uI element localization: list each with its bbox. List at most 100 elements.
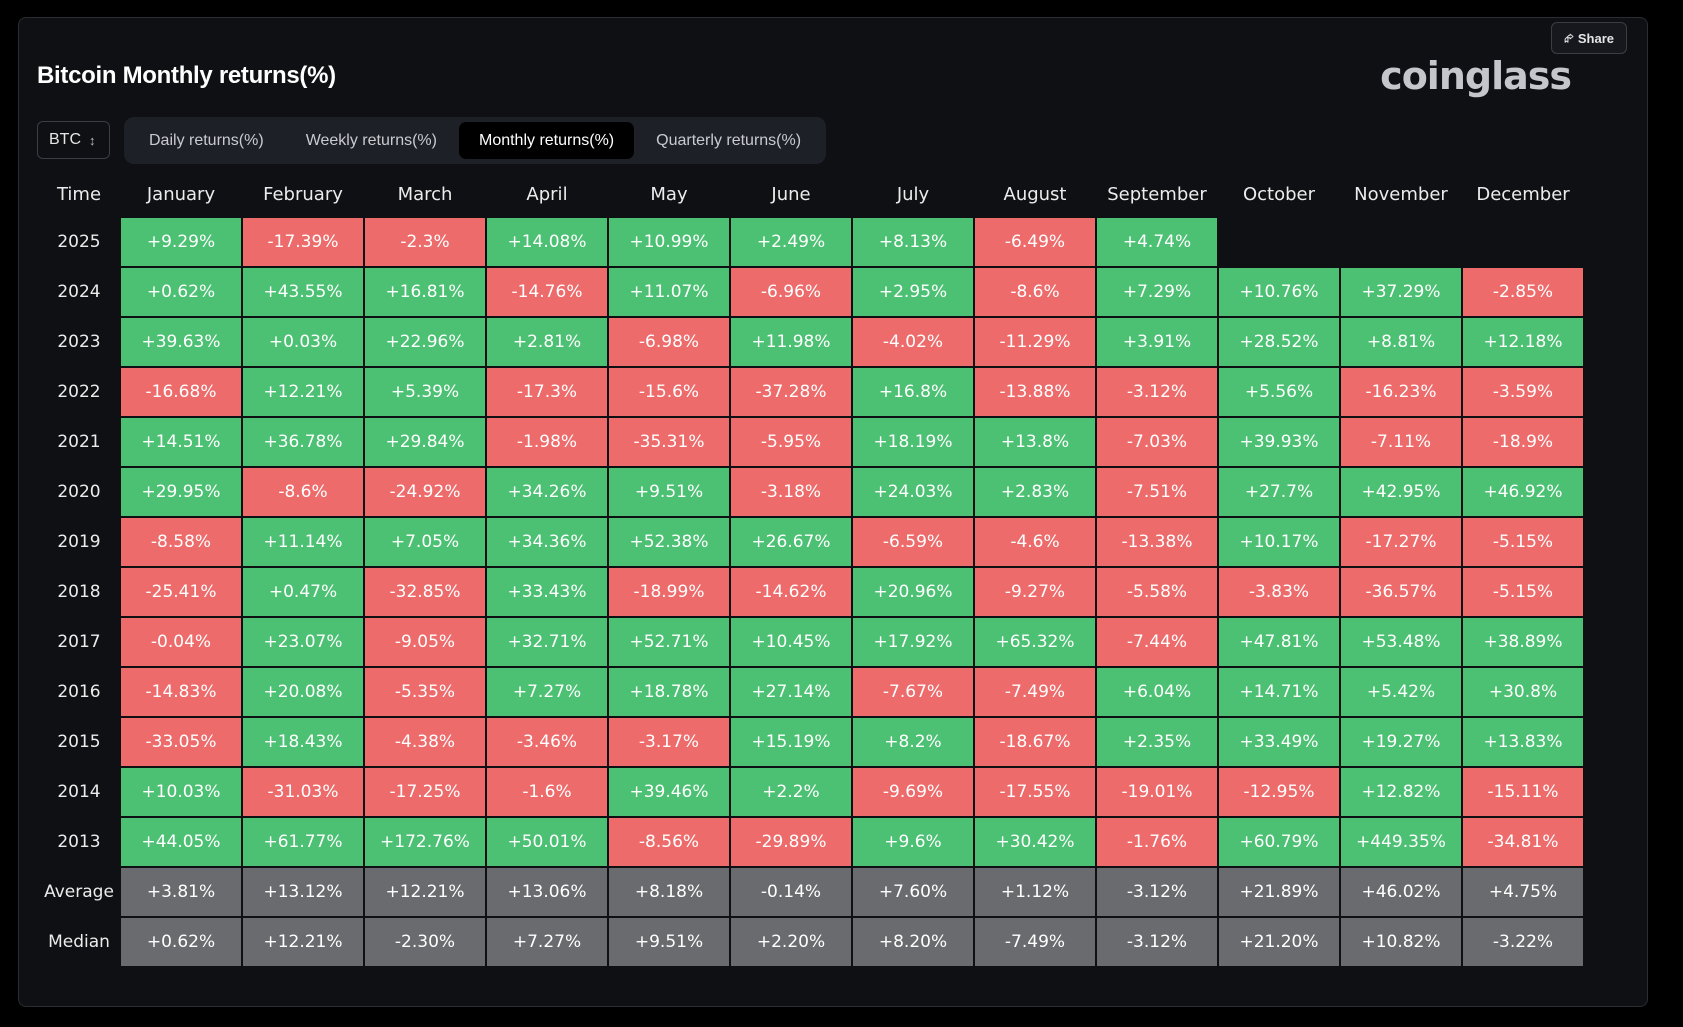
return-cell: +10.82% <box>1341 918 1461 966</box>
year-row-2019: 2019 -8.58% +11.14% +7.05% +34.36% +52.38% +26… <box>39 518 1583 566</box>
return-cell: +13.83% <box>1463 718 1583 766</box>
row-label: 2025 <box>57 232 101 252</box>
return-cell: -2.3% <box>365 218 485 266</box>
return-cell: -36.57% <box>1341 568 1461 616</box>
symbol-select[interactable]: BTC ↕ <box>37 121 110 159</box>
return-cell: +10.99% <box>609 218 729 266</box>
column-header-may: May <box>650 183 688 205</box>
return-cell: +2.2% <box>731 768 851 816</box>
tab-quarterly-returns[interactable]: Quarterly returns(%) <box>656 131 802 149</box>
return-cell: +2.83% <box>975 468 1095 516</box>
return-cell: +7.29% <box>1097 268 1217 316</box>
return-cell: -15.6% <box>609 368 729 416</box>
row-label: 2019 <box>57 532 101 552</box>
return-cell: +11.98% <box>731 318 851 366</box>
return-cell: -9.05% <box>365 618 485 666</box>
return-cell: -18.67% <box>975 718 1095 766</box>
row-label: 2020 <box>57 482 101 502</box>
year-row-2024: 2024 +0.62% +43.55% +16.81% -14.76% +11.07% -6… <box>39 268 1583 316</box>
return-cell: -5.58% <box>1097 568 1217 616</box>
return-cell: -3.22% <box>1463 918 1583 966</box>
return-cell: -11.29% <box>975 318 1095 366</box>
column-header-february: February <box>263 183 343 205</box>
tab-daily-returns[interactable]: Daily returns(%) <box>149 131 264 149</box>
year-row-2015: 2015 -33.05% +18.43% -4.38% -3.46% -3.17% +15.… <box>39 718 1583 766</box>
tab-weekly-returns[interactable]: Weekly returns(%) <box>305 131 437 149</box>
row-label: 2013 <box>57 832 101 852</box>
return-cell: -25.41% <box>121 568 241 616</box>
column-header-september: September <box>1107 183 1207 205</box>
return-cell: -14.76% <box>487 268 607 316</box>
return-cell: +30.8% <box>1463 668 1583 716</box>
return-cell: +2.81% <box>487 318 607 366</box>
return-cell: +4.74% <box>1097 218 1217 266</box>
return-cell: +9.6% <box>853 818 973 866</box>
return-cell: +14.51% <box>121 418 241 466</box>
return-cell: -18.99% <box>609 568 729 616</box>
return-cell: -7.51% <box>1097 468 1217 516</box>
return-cell: -7.49% <box>975 668 1095 716</box>
column-header-january: January <box>146 183 216 205</box>
return-cell: +0.47% <box>243 568 363 616</box>
return-cell: +4.75% <box>1463 868 1583 916</box>
return-cell: -35.31% <box>609 418 729 466</box>
return-cell: -7.49% <box>975 918 1095 966</box>
return-cell: -16.68% <box>121 368 241 416</box>
tab-monthly-returns[interactable]: Monthly returns(%) <box>458 122 635 159</box>
share-button[interactable]: ⮳ Share <box>1551 22 1627 54</box>
return-cell: -34.81% <box>1463 818 1583 866</box>
return-cell: -7.44% <box>1097 618 1217 666</box>
return-cell: +9.51% <box>609 468 729 516</box>
return-cell: +20.96% <box>853 568 973 616</box>
year-row-2023: 2023 +39.63% +0.03% +22.96% +2.81% -6.98% +11.… <box>39 318 1583 366</box>
return-cell: +3.81% <box>121 868 241 916</box>
return-cell: +39.46% <box>609 768 729 816</box>
return-cell: +37.29% <box>1341 268 1461 316</box>
return-cell: -2.30% <box>365 918 485 966</box>
return-cell: -3.12% <box>1097 368 1217 416</box>
return-cell: -8.6% <box>975 268 1095 316</box>
column-header-october: October <box>1242 183 1316 205</box>
return-cell: +65.32% <box>975 618 1095 666</box>
return-cell: -6.59% <box>853 518 973 566</box>
row-label: 2024 <box>57 282 101 302</box>
return-cell: -3.18% <box>731 468 851 516</box>
return-cell: +30.42% <box>975 818 1095 866</box>
return-cell: -15.11% <box>1463 768 1583 816</box>
return-cell: -19.01% <box>1097 768 1217 816</box>
brand-logo: coinglass <box>1380 54 1572 98</box>
return-cell: +43.55% <box>243 268 363 316</box>
return-cell: -8.56% <box>609 818 729 866</box>
return-cell: +34.26% <box>487 468 607 516</box>
return-cell: +10.76% <box>1219 268 1339 316</box>
return-cell: -13.38% <box>1097 518 1217 566</box>
return-cell: +34.36% <box>487 518 607 566</box>
return-cell: +16.8% <box>853 368 973 416</box>
return-cell: -32.85% <box>365 568 485 616</box>
return-cell: +26.67% <box>731 518 851 566</box>
period-tabs: Daily returns(%) Weekly returns(%) Monthly… <box>124 117 827 164</box>
return-cell: +18.78% <box>609 668 729 716</box>
column-header-april: April <box>526 183 568 205</box>
return-cell: +5.42% <box>1341 668 1461 716</box>
row-label: 2018 <box>57 582 101 602</box>
return-cell: +32.71% <box>487 618 607 666</box>
return-cell: -7.03% <box>1097 418 1217 466</box>
return-cell: +18.19% <box>853 418 973 466</box>
return-cell: +28.52% <box>1219 318 1339 366</box>
column-header-july: July <box>896 183 930 205</box>
return-cell: +12.82% <box>1341 768 1461 816</box>
return-cell: +12.21% <box>243 918 363 966</box>
return-cell: +10.17% <box>1219 518 1339 566</box>
return-cell: +2.35% <box>1097 718 1217 766</box>
return-cell: -17.27% <box>1341 518 1461 566</box>
column-header-august: August <box>1003 183 1067 205</box>
return-cell: +13.06% <box>487 868 607 916</box>
returns-heatmap: Time January February March April May June July… <box>37 170 1585 968</box>
return-cell: -1.98% <box>487 418 607 466</box>
return-cell: +21.89% <box>1219 868 1339 916</box>
return-cell: -3.17% <box>609 718 729 766</box>
return-cell: +11.07% <box>609 268 729 316</box>
return-cell: +6.04% <box>1097 668 1217 716</box>
return-cell: +8.13% <box>853 218 973 266</box>
